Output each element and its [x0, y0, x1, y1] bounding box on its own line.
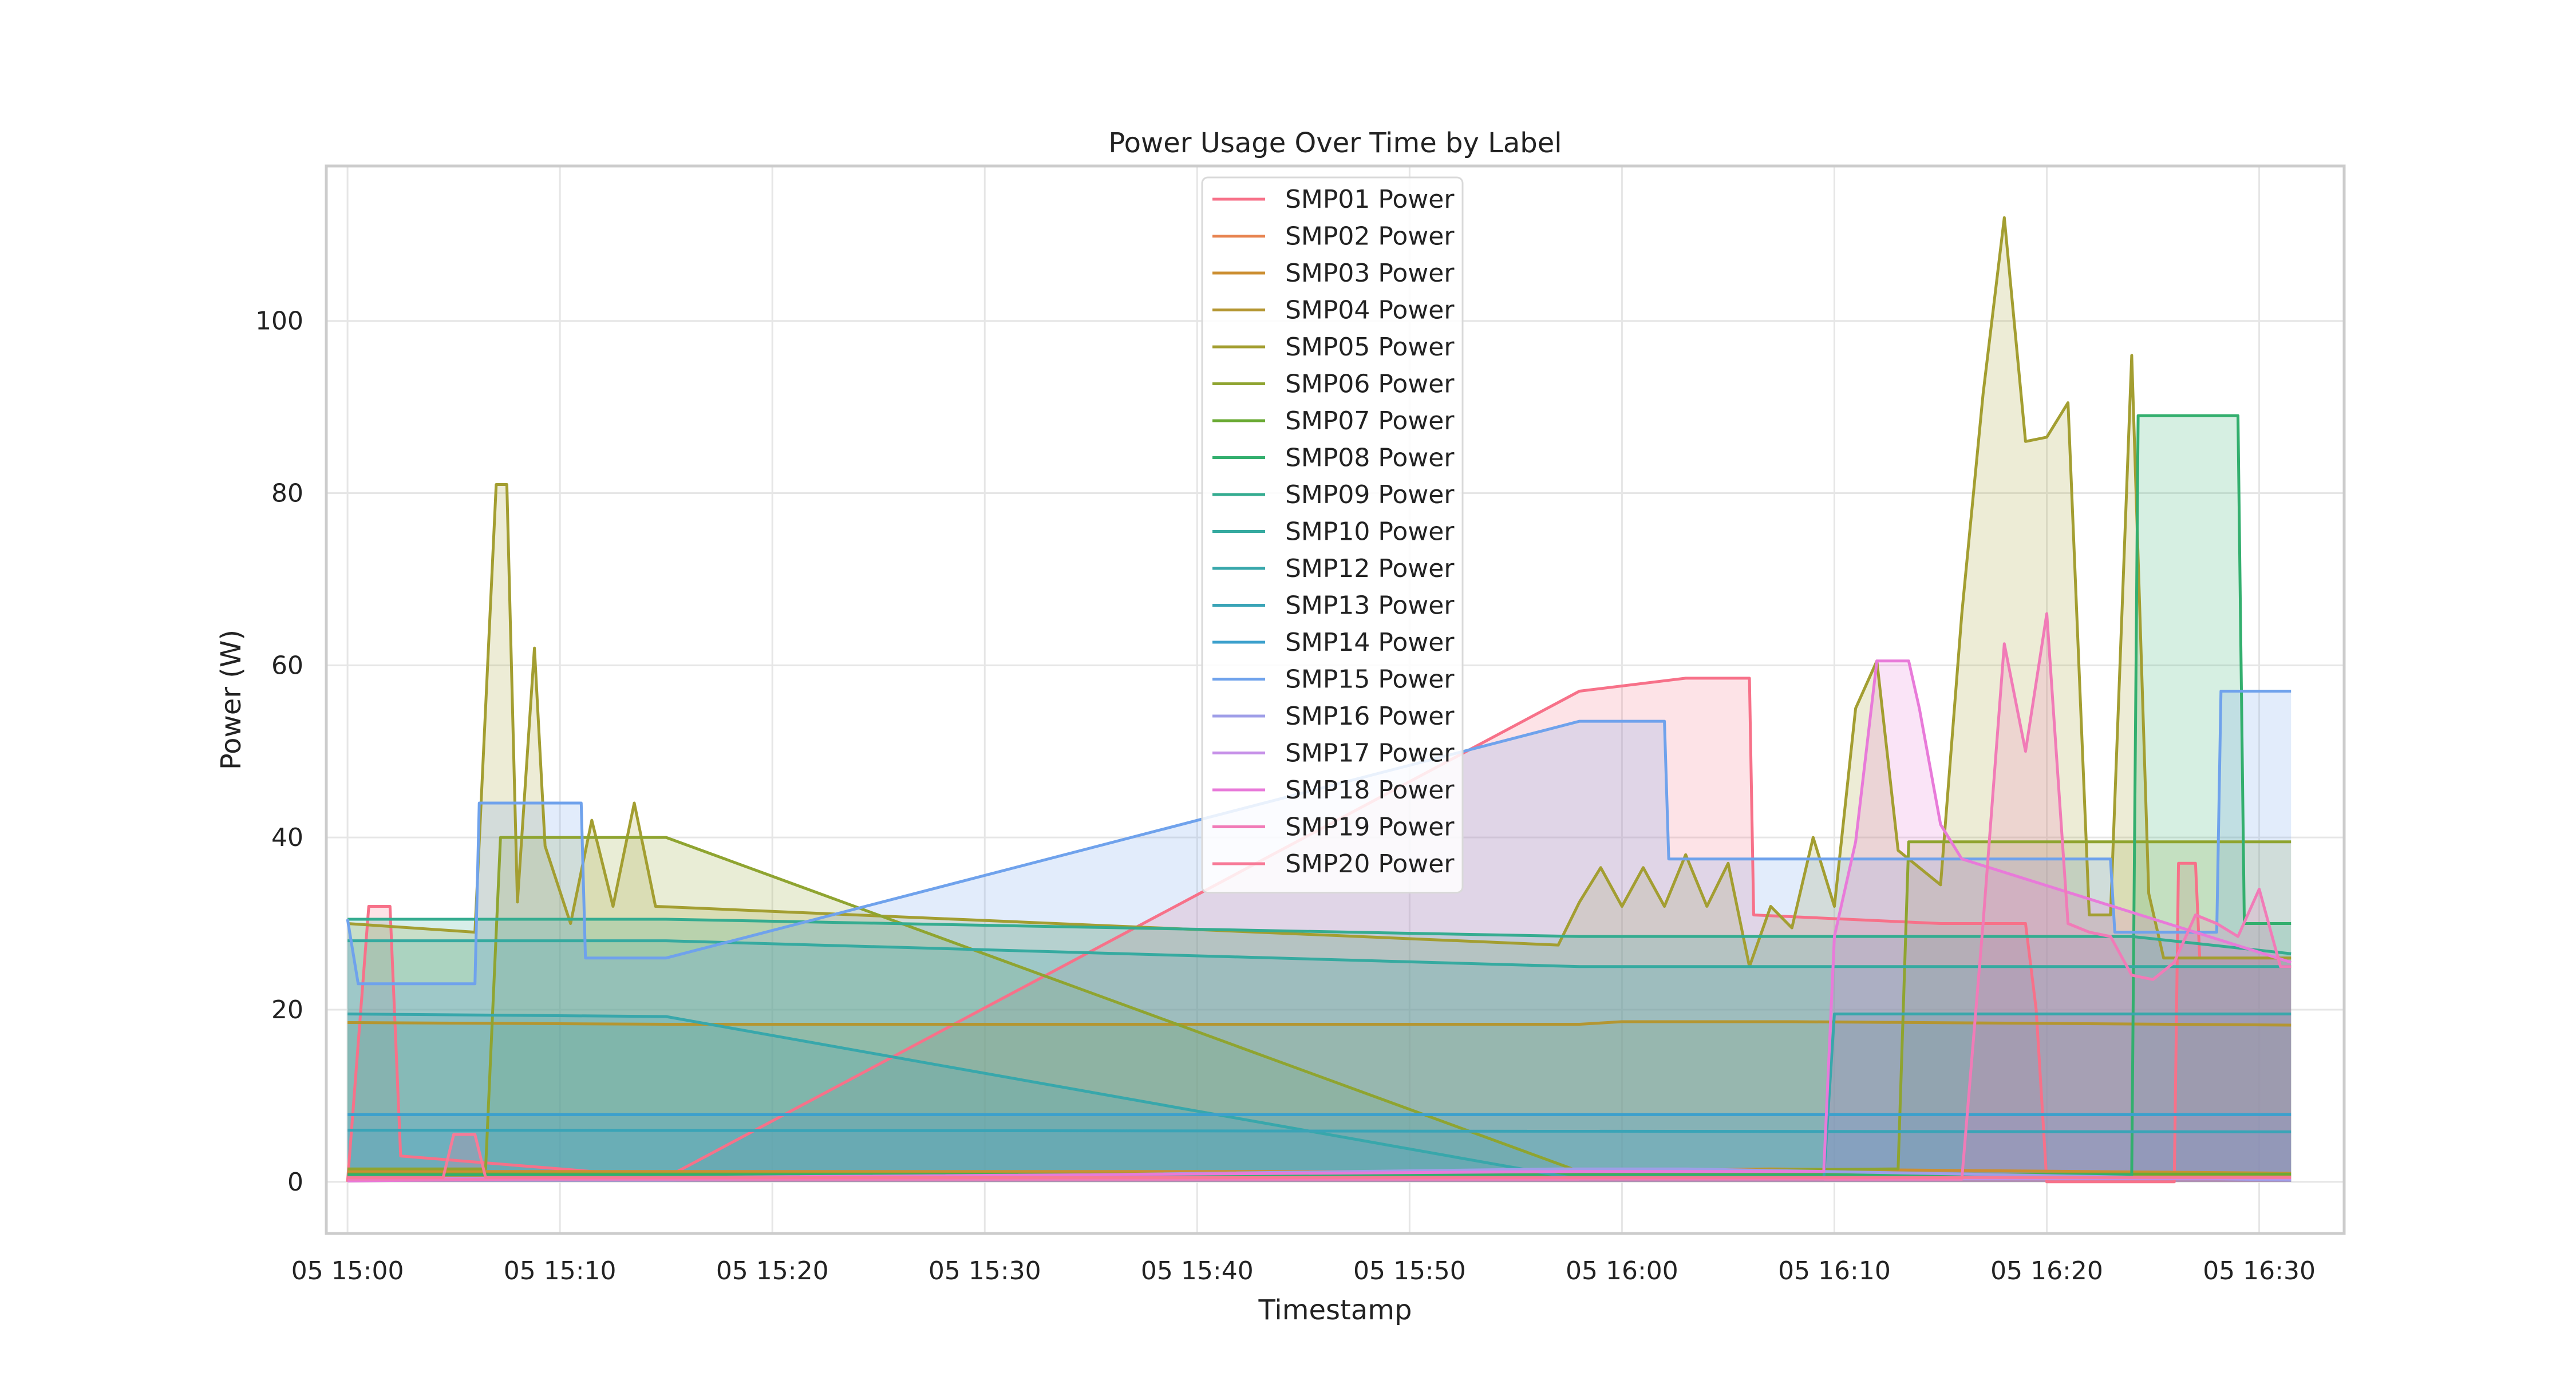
legend-label: SMP19 Power	[1285, 813, 1455, 842]
x-tick-label: 05 16:30	[2203, 1256, 2316, 1286]
legend-label: SMP06 Power	[1285, 370, 1455, 399]
series-line-smp04-power	[347, 1020, 2291, 1027]
legend-label: SMP17 Power	[1285, 739, 1455, 768]
legend-box	[1201, 176, 1464, 893]
legend-label: SMP05 Power	[1285, 333, 1455, 362]
x-tick-label: 05 16:20	[1990, 1256, 2103, 1286]
y-tick-label: 100	[255, 307, 303, 336]
x-tick-label: 05 15:00	[291, 1256, 404, 1286]
y-tick-label: 0	[287, 1168, 303, 1197]
series-lines	[346, 216, 2291, 1184]
series-line-smp08-power	[347, 414, 2291, 1177]
series-areas	[347, 218, 2291, 1182]
y-tick-label: 20	[271, 995, 303, 1025]
y-axis-label: Power (W)	[215, 630, 247, 770]
series-area-smp05-power	[347, 218, 2291, 1182]
series-area-smp01-power	[347, 678, 2291, 1182]
x-axis-label: Timestamp	[1258, 1294, 1412, 1326]
legend-label: SMP02 Power	[1285, 222, 1455, 251]
series-area-smp12-power	[347, 1014, 2291, 1182]
series-area-smp09-power	[347, 919, 2291, 1182]
x-tick-label: 05 15:20	[716, 1256, 829, 1286]
series-line-smp20-power	[347, 1133, 2291, 1179]
legend-label: SMP09 Power	[1285, 480, 1455, 509]
y-axis-ticks: 0 20 40 60 80 100	[255, 307, 303, 1197]
legend-label: SMP14 Power	[1285, 628, 1455, 657]
x-tick-label: 05 15:50	[1353, 1256, 1466, 1286]
legend-label: SMP13 Power	[1285, 591, 1455, 620]
series-area-smp04-power	[347, 1022, 2291, 1182]
x-tick-label: 05 15:30	[929, 1256, 1041, 1286]
legend: SMP01 Power SMP02 Power SMP03 Power SMP04 P…	[1201, 176, 1464, 893]
plot-frame	[325, 164, 2346, 1235]
legend-label: SMP08 Power	[1285, 444, 1455, 473]
x-axis-ticks: 05 15:00 05 15:10 05 15:20 05 15:30 05 15:40…	[291, 1256, 2316, 1286]
series-line-smp18-power	[347, 659, 2291, 1183]
series-area-smp15-power	[347, 691, 2291, 1182]
legend-label: SMP15 Power	[1285, 665, 1455, 694]
x-tick-label: 05 16:10	[1778, 1256, 1891, 1286]
series-line-smp13-power	[347, 1129, 2291, 1133]
series-line-smp15-power	[346, 690, 2291, 986]
legend-label: SMP04 Power	[1285, 296, 1455, 325]
legend-label: SMP20 Power	[1285, 849, 1455, 879]
y-tick-label: 80	[271, 479, 303, 508]
series-area-smp10-power	[347, 940, 2291, 1182]
y-tick-label: 60	[271, 651, 303, 680]
legend-label: SMP03 Power	[1285, 259, 1455, 288]
legend-label: SMP07 Power	[1285, 406, 1455, 436]
series-line-smp19-power	[347, 612, 2291, 1181]
legend-label: SMP18 Power	[1285, 776, 1455, 805]
legend-label: SMP01 Power	[1285, 185, 1455, 214]
legend-label: SMP10 Power	[1285, 517, 1455, 547]
x-tick-label: 05 15:10	[504, 1256, 617, 1286]
legend-label: SMP16 Power	[1285, 702, 1455, 731]
legend-label: SMP12 Power	[1285, 554, 1455, 583]
series-area-smp19-power	[347, 614, 2291, 1182]
x-tick-label: 05 16:00	[1566, 1256, 1678, 1286]
y-tick-label: 40	[271, 823, 303, 852]
series-line-smp10-power	[347, 939, 2291, 968]
x-tick-label: 05 15:40	[1141, 1256, 1254, 1286]
chart-title: Power Usage Over Time by Label	[1108, 127, 1562, 159]
